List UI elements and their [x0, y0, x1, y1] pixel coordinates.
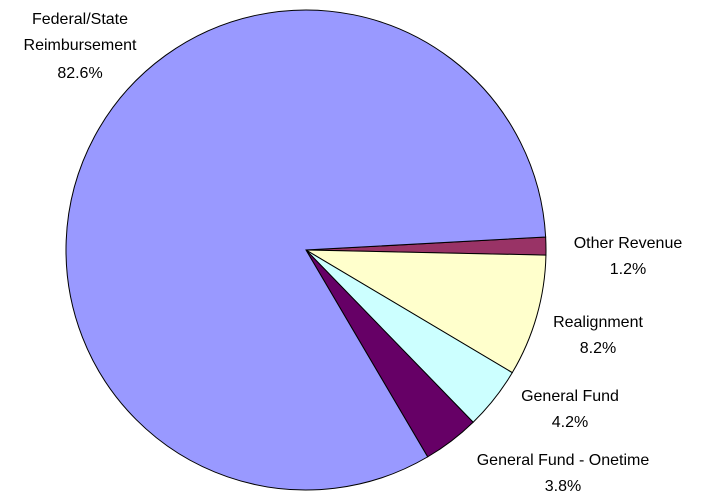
slice-label: General Fund [521, 388, 619, 405]
pie-slice [65, 9, 547, 491]
slice-label-name: Federal/State Reimbursement [24, 11, 137, 54]
slice-value-label: 8.2% [580, 340, 616, 357]
pie-slice [304, 249, 547, 374]
slice-label: Other Revenue [574, 235, 683, 252]
slice-value-label: 3.8% [545, 478, 581, 492]
slice-label: General Fund - Onetime [477, 452, 650, 469]
slice-value-label: 4.2% [552, 414, 588, 431]
slice-value-label: 1.2% [610, 261, 646, 278]
slice-label: Realignment [553, 314, 643, 331]
slice-value-label: 82.6% [57, 65, 102, 82]
